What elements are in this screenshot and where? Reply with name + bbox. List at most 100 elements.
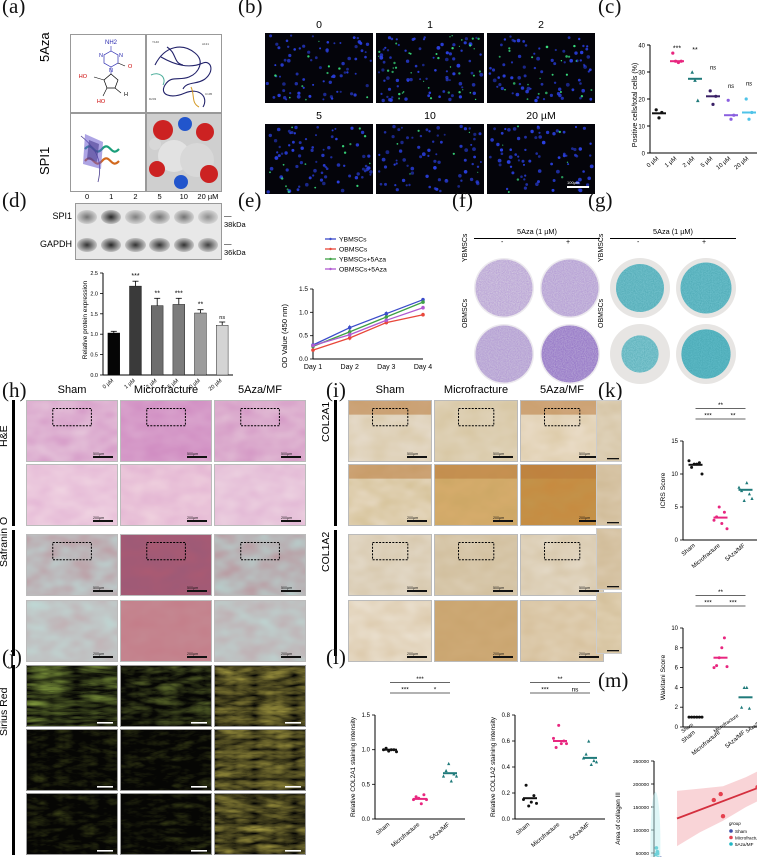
svg-text:500μm: 500μm (407, 452, 418, 456)
svg-text:100000: 100000 (633, 828, 649, 834)
svg-text:**: ** (154, 290, 160, 297)
svg-text:Wakitani Score: Wakitani Score (660, 655, 667, 701)
svg-text:Microfracture: Microfracture (735, 835, 757, 840)
svg-text:0: 0 (642, 152, 646, 158)
svg-text:2: 2 (675, 705, 679, 711)
svg-text:200μm: 200μm (187, 516, 198, 520)
svg-text:0.2: 0.2 (502, 791, 511, 797)
svg-text:Relative COL2A1 staining inten: Relative COL2A1 staining intensity (350, 716, 357, 817)
svg-text:2.0: 2.0 (90, 291, 98, 297)
svg-text:10 μM: 10 μM (716, 156, 733, 171)
svg-text:Day 1: Day 1 (304, 364, 322, 371)
svg-text:0.0: 0.0 (362, 817, 371, 823)
svg-text:20: 20 (638, 98, 645, 104)
svg-text:200μm: 200μm (187, 652, 198, 656)
svg-text:500μm: 500μm (281, 452, 292, 456)
svg-text:Relative protein expression: Relative protein expression (82, 280, 89, 359)
svg-text:30: 30 (638, 71, 645, 77)
svg-text:8: 8 (675, 646, 679, 652)
svg-text:500μm: 500μm (93, 586, 104, 590)
svg-text:***: *** (729, 600, 737, 607)
svg-text:*: * (434, 687, 437, 694)
svg-text:5Aza/MF: 5Aza/MF (429, 822, 452, 842)
svg-text:1.0: 1.0 (90, 332, 98, 338)
svg-text:0.5: 0.5 (299, 333, 308, 340)
svg-text:Microfracture: Microfracture (531, 822, 562, 850)
svg-text:Y140: Y140 (152, 40, 159, 44)
svg-text:***: *** (541, 687, 549, 694)
svg-text:5Aza/MF: 5Aza/MF (735, 842, 754, 847)
svg-text:ns: ns (710, 65, 716, 71)
svg-text:YBMSCs: YBMSCs (339, 237, 367, 244)
svg-text:1.0: 1.0 (362, 748, 371, 754)
svg-text:HO: HO (97, 99, 106, 105)
svg-text:0.0: 0.0 (90, 373, 98, 379)
svg-text:200μm: 200μm (93, 516, 104, 520)
svg-text:200μm: 200μm (407, 652, 418, 656)
svg-text:C195: C195 (205, 92, 213, 96)
svg-text:Sham: Sham (681, 722, 695, 734)
svg-text:500μm: 500μm (187, 452, 198, 456)
svg-text:500μm: 500μm (93, 452, 104, 456)
svg-text:100μm: 100μm (567, 180, 580, 185)
svg-text:1.5: 1.5 (299, 286, 308, 293)
svg-text:1.0: 1.0 (299, 309, 308, 316)
svg-text:200μm: 200μm (579, 516, 590, 520)
svg-text:Relative COL1A2 staining inten: Relative COL1A2 staining intensity (490, 716, 497, 817)
svg-text:5: 5 (675, 505, 679, 511)
svg-text:ICRS Score: ICRS Score (660, 472, 667, 508)
svg-text:**: ** (718, 402, 724, 409)
svg-text:200μm: 200μm (493, 516, 504, 520)
svg-text:H: H (124, 92, 128, 98)
svg-text:200000: 200000 (633, 782, 649, 788)
svg-text:1.5: 1.5 (90, 312, 98, 318)
svg-text:HO: HO (79, 74, 88, 80)
svg-text:N: N (119, 53, 123, 59)
svg-text:***: *** (175, 290, 183, 297)
svg-text:15: 15 (671, 439, 678, 445)
svg-text:ns: ns (572, 687, 580, 694)
svg-text:500μm: 500μm (187, 586, 198, 590)
svg-text:Sham: Sham (735, 829, 747, 834)
svg-text:500μm: 500μm (493, 452, 504, 456)
svg-text:200μm: 200μm (281, 652, 292, 656)
svg-text:2.5: 2.5 (90, 271, 98, 277)
svg-text:**: ** (718, 589, 724, 596)
svg-text:D203: D203 (149, 97, 157, 101)
svg-text:20 μM: 20 μM (734, 156, 751, 171)
svg-text:500μm: 500μm (407, 586, 418, 590)
svg-text:group: group (729, 821, 741, 826)
svg-text:0.8: 0.8 (502, 713, 511, 719)
svg-text:Sham: Sham (515, 822, 531, 837)
svg-text:0.0: 0.0 (299, 356, 308, 363)
svg-text:200μm: 200μm (407, 516, 418, 520)
svg-text:0.6: 0.6 (502, 739, 511, 745)
svg-text:***: *** (704, 600, 712, 607)
svg-text:ns: ns (728, 84, 734, 90)
svg-text:500μm: 500μm (281, 586, 292, 590)
svg-text:0.5: 0.5 (362, 782, 371, 788)
svg-text:OBMSCs: OBMSCs (339, 247, 368, 254)
svg-text:A131: A131 (202, 42, 209, 46)
svg-text:Sham: Sham (375, 822, 391, 837)
svg-text:0.4: 0.4 (502, 765, 511, 771)
svg-text:Positive cells/total cells (%): Positive cells/total cells (%) (632, 63, 639, 147)
svg-text:***: *** (704, 413, 712, 420)
svg-text:1.5: 1.5 (362, 713, 371, 719)
svg-text:ns: ns (746, 82, 752, 88)
svg-text:Day 4: Day 4 (414, 364, 432, 371)
svg-text:OD Value (450 nm): OD Value (450 nm) (280, 303, 289, 368)
svg-text:Day 2: Day 2 (341, 364, 359, 371)
svg-text:Sham: Sham (681, 543, 697, 558)
svg-text:500μm: 500μm (493, 586, 504, 590)
svg-text:***: *** (416, 676, 424, 683)
svg-text:10: 10 (671, 472, 678, 478)
svg-text:Day 3: Day 3 (377, 364, 395, 371)
svg-text:10: 10 (638, 125, 645, 131)
svg-text:***: *** (131, 273, 139, 280)
svg-text:**: ** (198, 302, 204, 309)
svg-text:4: 4 (675, 685, 679, 691)
svg-text:0.0: 0.0 (502, 817, 511, 823)
svg-text:ns: ns (219, 315, 225, 321)
svg-text:50000: 50000 (636, 851, 650, 857)
